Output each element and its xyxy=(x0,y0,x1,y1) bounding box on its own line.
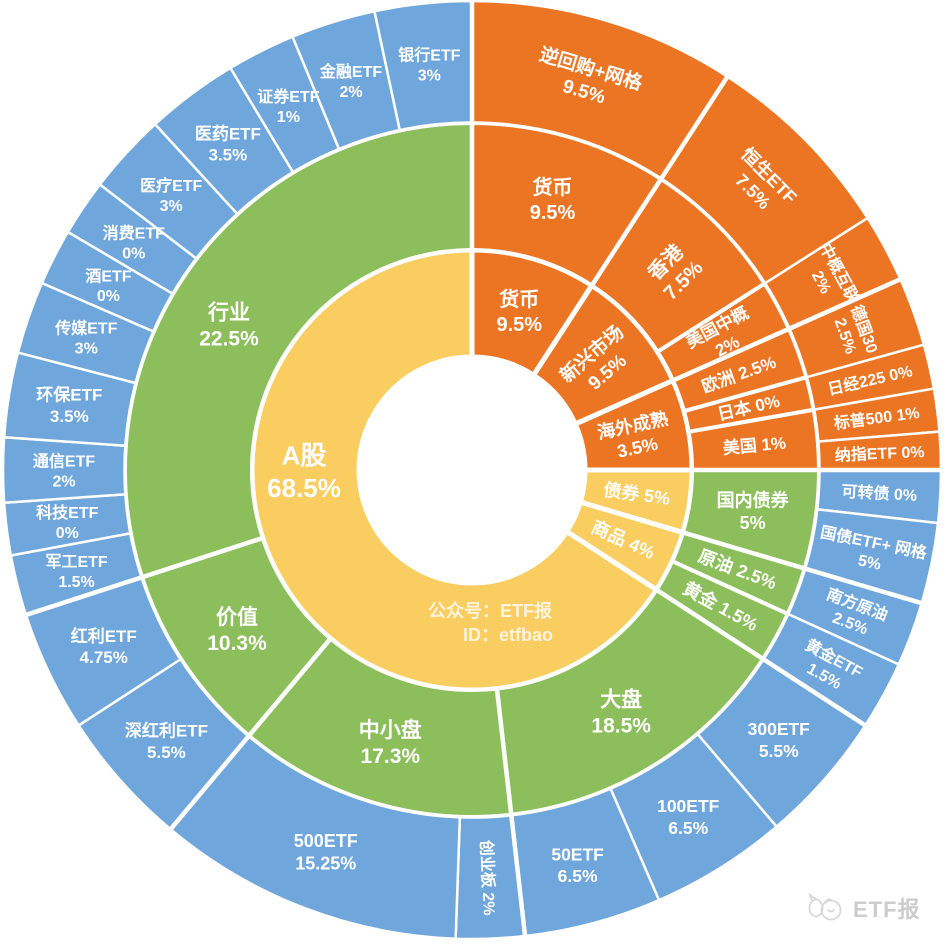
segment-label-环保ETF: 环保ETF 3.5% xyxy=(36,385,102,426)
group-divider xyxy=(563,528,867,728)
group-divider xyxy=(25,535,266,618)
segment-label-纳指ETF: 纳指ETF 0% xyxy=(834,442,925,465)
segment-label-创业板: 创业板 2% xyxy=(477,839,499,916)
segment-label-大盘: 大盘 18.5% xyxy=(591,687,651,737)
segment-label-500ETF: 500ETF 15.25% xyxy=(294,831,358,874)
group-divider xyxy=(168,635,334,831)
segment-label-100ETF: 100ETF 6.5% xyxy=(657,796,720,838)
segment-label-医药ETF: 医药ETF 3.5% xyxy=(195,123,261,164)
segment-label-50ETF: 50ETF 6.5% xyxy=(551,844,604,886)
center-watermark-line1: 公众号：ETF报 xyxy=(428,600,552,621)
segment-label-消费ETF: 消费ETF 0% xyxy=(103,223,165,262)
center-watermark-line2: ID：etfbao xyxy=(463,625,553,645)
segment-label-货币: 货币 9.5% xyxy=(496,287,542,336)
segment-label-科技ETF: 科技ETF 0% xyxy=(36,503,98,542)
segment-label-A股: A股 68.5% xyxy=(267,440,341,503)
ring-separator xyxy=(357,355,587,585)
group-divider xyxy=(494,686,528,937)
segment-label-酒ETF: 酒ETF 0% xyxy=(85,267,131,305)
segment-label-深红利ETF: 深红利ETF 5.5% xyxy=(125,721,208,762)
segment-label-军工ETF: 军工ETF 1.5% xyxy=(45,553,107,591)
brand-watermark: ETF报 xyxy=(806,888,946,928)
segment-label-货币: 货币 9.5% xyxy=(530,175,576,224)
segment-label-医疗ETF: 医疗ETF 3% xyxy=(140,176,202,215)
segment-label-银行ETF: 银行ETF 3% xyxy=(398,46,460,85)
brand-mascot-icon xyxy=(808,893,842,921)
segment-label-行业: 行业 22.5% xyxy=(199,300,259,350)
segment-label-价值: 价值 10.3% xyxy=(207,605,267,655)
segment-label-证券ETF: 证券ETF 1% xyxy=(257,87,319,126)
group-divider xyxy=(530,75,730,379)
segment-label-金融ETF: 金融ETF 2% xyxy=(319,62,382,101)
group-divider xyxy=(571,277,902,428)
segment-label-传媒ETF: 传媒ETF 3% xyxy=(54,319,117,358)
segment-label-红利ETF: 红利ETF 4.75% xyxy=(71,626,137,667)
segment-label-通信ETF: 通信ETF 2% xyxy=(33,451,95,490)
segment-label-可转债: 可转债 0% xyxy=(841,482,918,505)
group-divider xyxy=(576,499,923,606)
segment-label-300ETF: 300ETF 5.5% xyxy=(748,719,811,761)
segment-label-中小盘: 中小盘 17.3% xyxy=(359,718,422,768)
segment-label-国内债券: 国内债券 5% xyxy=(717,490,790,533)
brand-name: ETF报 xyxy=(853,897,921,922)
